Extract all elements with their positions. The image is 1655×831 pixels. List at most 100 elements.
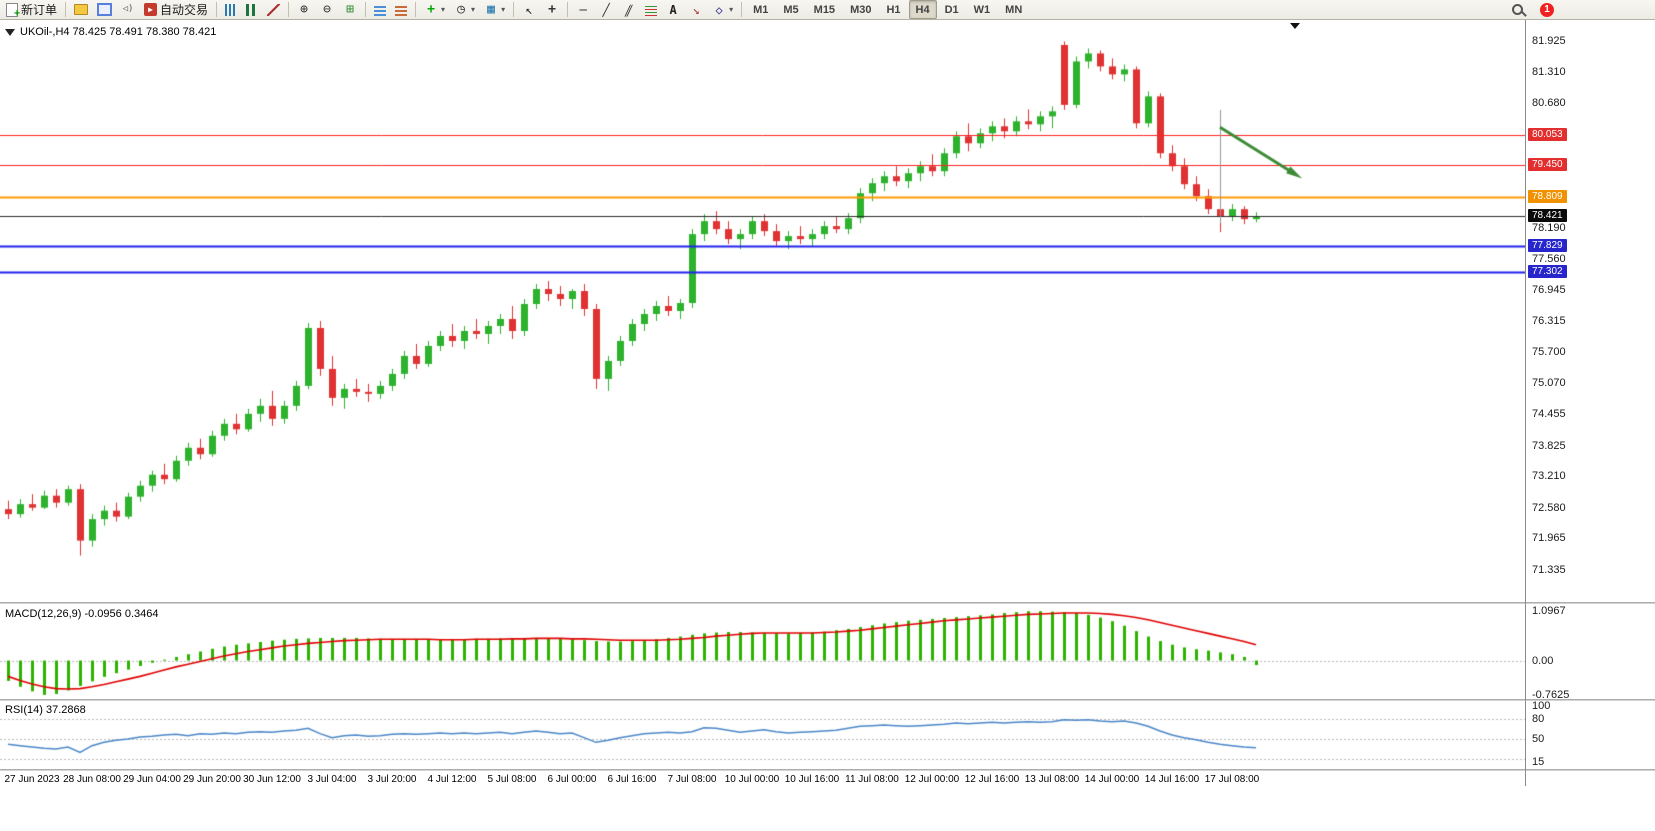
price-tick-label: 73.210	[1532, 470, 1566, 483]
panel-separator[interactable]	[0, 699, 1655, 701]
autotrading-icon: ▶	[144, 3, 158, 16]
notifications-button[interactable]: 1	[1536, 0, 1558, 19]
rsi-canvas[interactable]	[0, 701, 1525, 769]
crosshair-button[interactable]: +	[541, 0, 563, 19]
monitor-icon	[97, 3, 113, 16]
time-axis-label: 3 Jul 20:00	[367, 774, 417, 785]
fibonacci-tool-button[interactable]	[641, 0, 661, 19]
time-axis-label: 30 Jun 12:00	[243, 774, 301, 785]
price-tick-label: 71.335	[1532, 563, 1566, 576]
cursor-button[interactable]: ↖	[518, 0, 540, 19]
tf-m30-button-label: M30	[850, 3, 872, 16]
time-axis[interactable]: 27 Jun 2023 28 Jun 08:00 29 Jun 04:00 29 Ju…	[0, 772, 1525, 788]
charts-window-button[interactable]	[93, 0, 116, 19]
profiles-button[interactable]	[70, 0, 92, 19]
toolbar-separator	[65, 2, 67, 17]
price-tick-label: 74.455	[1532, 408, 1566, 421]
hline-tool-button[interactable]: ─	[572, 0, 594, 19]
price-tick-label: 75.070	[1532, 377, 1566, 390]
tf-m1-button[interactable]: M1	[746, 0, 775, 19]
periods-button[interactable]: ◷ ▾	[450, 0, 479, 19]
new-order-icon	[6, 2, 20, 19]
crosshair-icon: +	[548, 2, 556, 17]
time-axis-label: 13 Jul 08:00	[1024, 774, 1080, 785]
toolbar-separator	[513, 2, 515, 17]
macd-label: MACD(12,26,9) -0.0956 0.3464	[5, 608, 159, 620]
main-chart-canvas[interactable]	[0, 20, 1525, 602]
time-axis-label: 11 Jul 08:00	[845, 774, 899, 785]
new-order-button-label: 新订单	[21, 3, 58, 17]
price-line-badge: 77.829	[1528, 238, 1567, 252]
cascade-windows-button[interactable]	[391, 0, 411, 19]
time-axis-label: 27 Jun 2023	[4, 774, 60, 785]
time-axis-label: 5 Jul 08:00	[487, 774, 537, 785]
price-line-badge: 78.421	[1528, 209, 1567, 223]
time-axis-label: 14 Jul 00:00	[1084, 774, 1140, 785]
arrows-icon: ↘	[692, 2, 700, 17]
price-axis[interactable]: 81.925 81.310 80.680 78.190 77.560 76.945 76.3…	[1526, 20, 1654, 810]
toolbar-separator	[365, 2, 367, 17]
toolbar-separator	[741, 2, 743, 17]
search-button[interactable]	[1507, 0, 1529, 19]
tile-windows-button[interactable]: ⊞	[339, 0, 361, 19]
panel-separator[interactable]	[0, 769, 1655, 771]
rsi-tick-label: 15	[1532, 756, 1545, 769]
autotrading-button[interactable]: ▶ 自动交易	[140, 0, 212, 19]
price-tick-label: 75.700	[1532, 345, 1566, 358]
arrows-tool-button[interactable]: ↘	[685, 0, 707, 19]
templates-button[interactable]: ▦ ▾	[480, 0, 509, 19]
time-axis-label: 4 Jul 12:00	[427, 774, 477, 785]
tf-d1-button[interactable]: D1	[938, 0, 966, 19]
tile-icon: ⊞	[346, 2, 354, 17]
fibonacci-icon	[645, 3, 658, 16]
text-tool-button[interactable]: A	[662, 0, 684, 19]
time-axis-label: 6 Jul 16:00	[607, 774, 657, 785]
trendline-tool-button[interactable]: ╱	[595, 0, 617, 19]
tf-w1-button[interactable]: W1	[967, 0, 998, 19]
tf-h4-button[interactable]: H4	[908, 0, 937, 19]
zoom-out-button[interactable]: ⊖	[316, 0, 338, 19]
price-line-badge: 78.809	[1528, 189, 1567, 203]
price-line-badge: 77.302	[1528, 264, 1567, 278]
toolbar-separator	[567, 2, 569, 17]
line-icon	[267, 3, 281, 16]
cursor-icon: ↖	[525, 2, 533, 17]
arrange-asc-icon	[374, 3, 387, 16]
price-tick-label: 72.580	[1532, 501, 1566, 514]
trendline-icon: ╱	[602, 2, 610, 17]
tf-m5-button[interactable]: M5	[776, 0, 805, 19]
price-tick-label: 78.190	[1532, 221, 1566, 234]
macd-canvas[interactable]	[0, 604, 1525, 699]
tf-mn-button-label: MN	[1005, 3, 1023, 16]
tf-m15-button[interactable]: M15	[807, 0, 842, 19]
price-line-badge: 79.450	[1528, 157, 1567, 171]
zoom-in-button[interactable]: ⊕	[293, 0, 315, 19]
tf-w1-button-label: W1	[973, 3, 991, 16]
new-order-button[interactable]: 新订单	[2, 0, 61, 19]
speaker-icon: ◁)	[122, 4, 134, 14]
indicator-add-icon: +	[427, 2, 435, 17]
shapes-tool-button[interactable]: ◇ ▾	[708, 0, 737, 19]
hline-icon: ─	[579, 2, 587, 17]
candles-chart-button[interactable]	[242, 0, 262, 19]
tf-mn-button[interactable]: MN	[998, 0, 1029, 19]
bars-chart-button[interactable]	[221, 0, 241, 19]
panel-separator[interactable]	[0, 602, 1655, 604]
arrange-windows-button[interactable]	[370, 0, 390, 19]
alerts-button[interactable]: ◁)	[117, 0, 139, 19]
toolbar-separator	[288, 2, 290, 17]
clock-icon: ◷	[457, 2, 465, 17]
time-axis-label: 29 Jun 04:00	[123, 774, 181, 785]
tf-m15-button-label: M15	[813, 3, 836, 16]
channel-tool-button[interactable]: ∥	[618, 0, 640, 19]
tf-m30-button[interactable]: M30	[843, 0, 878, 19]
line-chart-button[interactable]	[263, 0, 284, 19]
tf-d1-button-label: D1	[944, 3, 959, 16]
tf-h1-button[interactable]: H1	[879, 0, 907, 19]
time-axis-label: 10 Jul 00:00	[724, 774, 780, 785]
macd-tick-label: 1.0967	[1532, 604, 1566, 617]
one-click-trading-toggle[interactable]	[5, 28, 15, 36]
indicators-button[interactable]: + ▾	[420, 0, 449, 19]
rsi-tick-label: 100	[1532, 699, 1551, 712]
